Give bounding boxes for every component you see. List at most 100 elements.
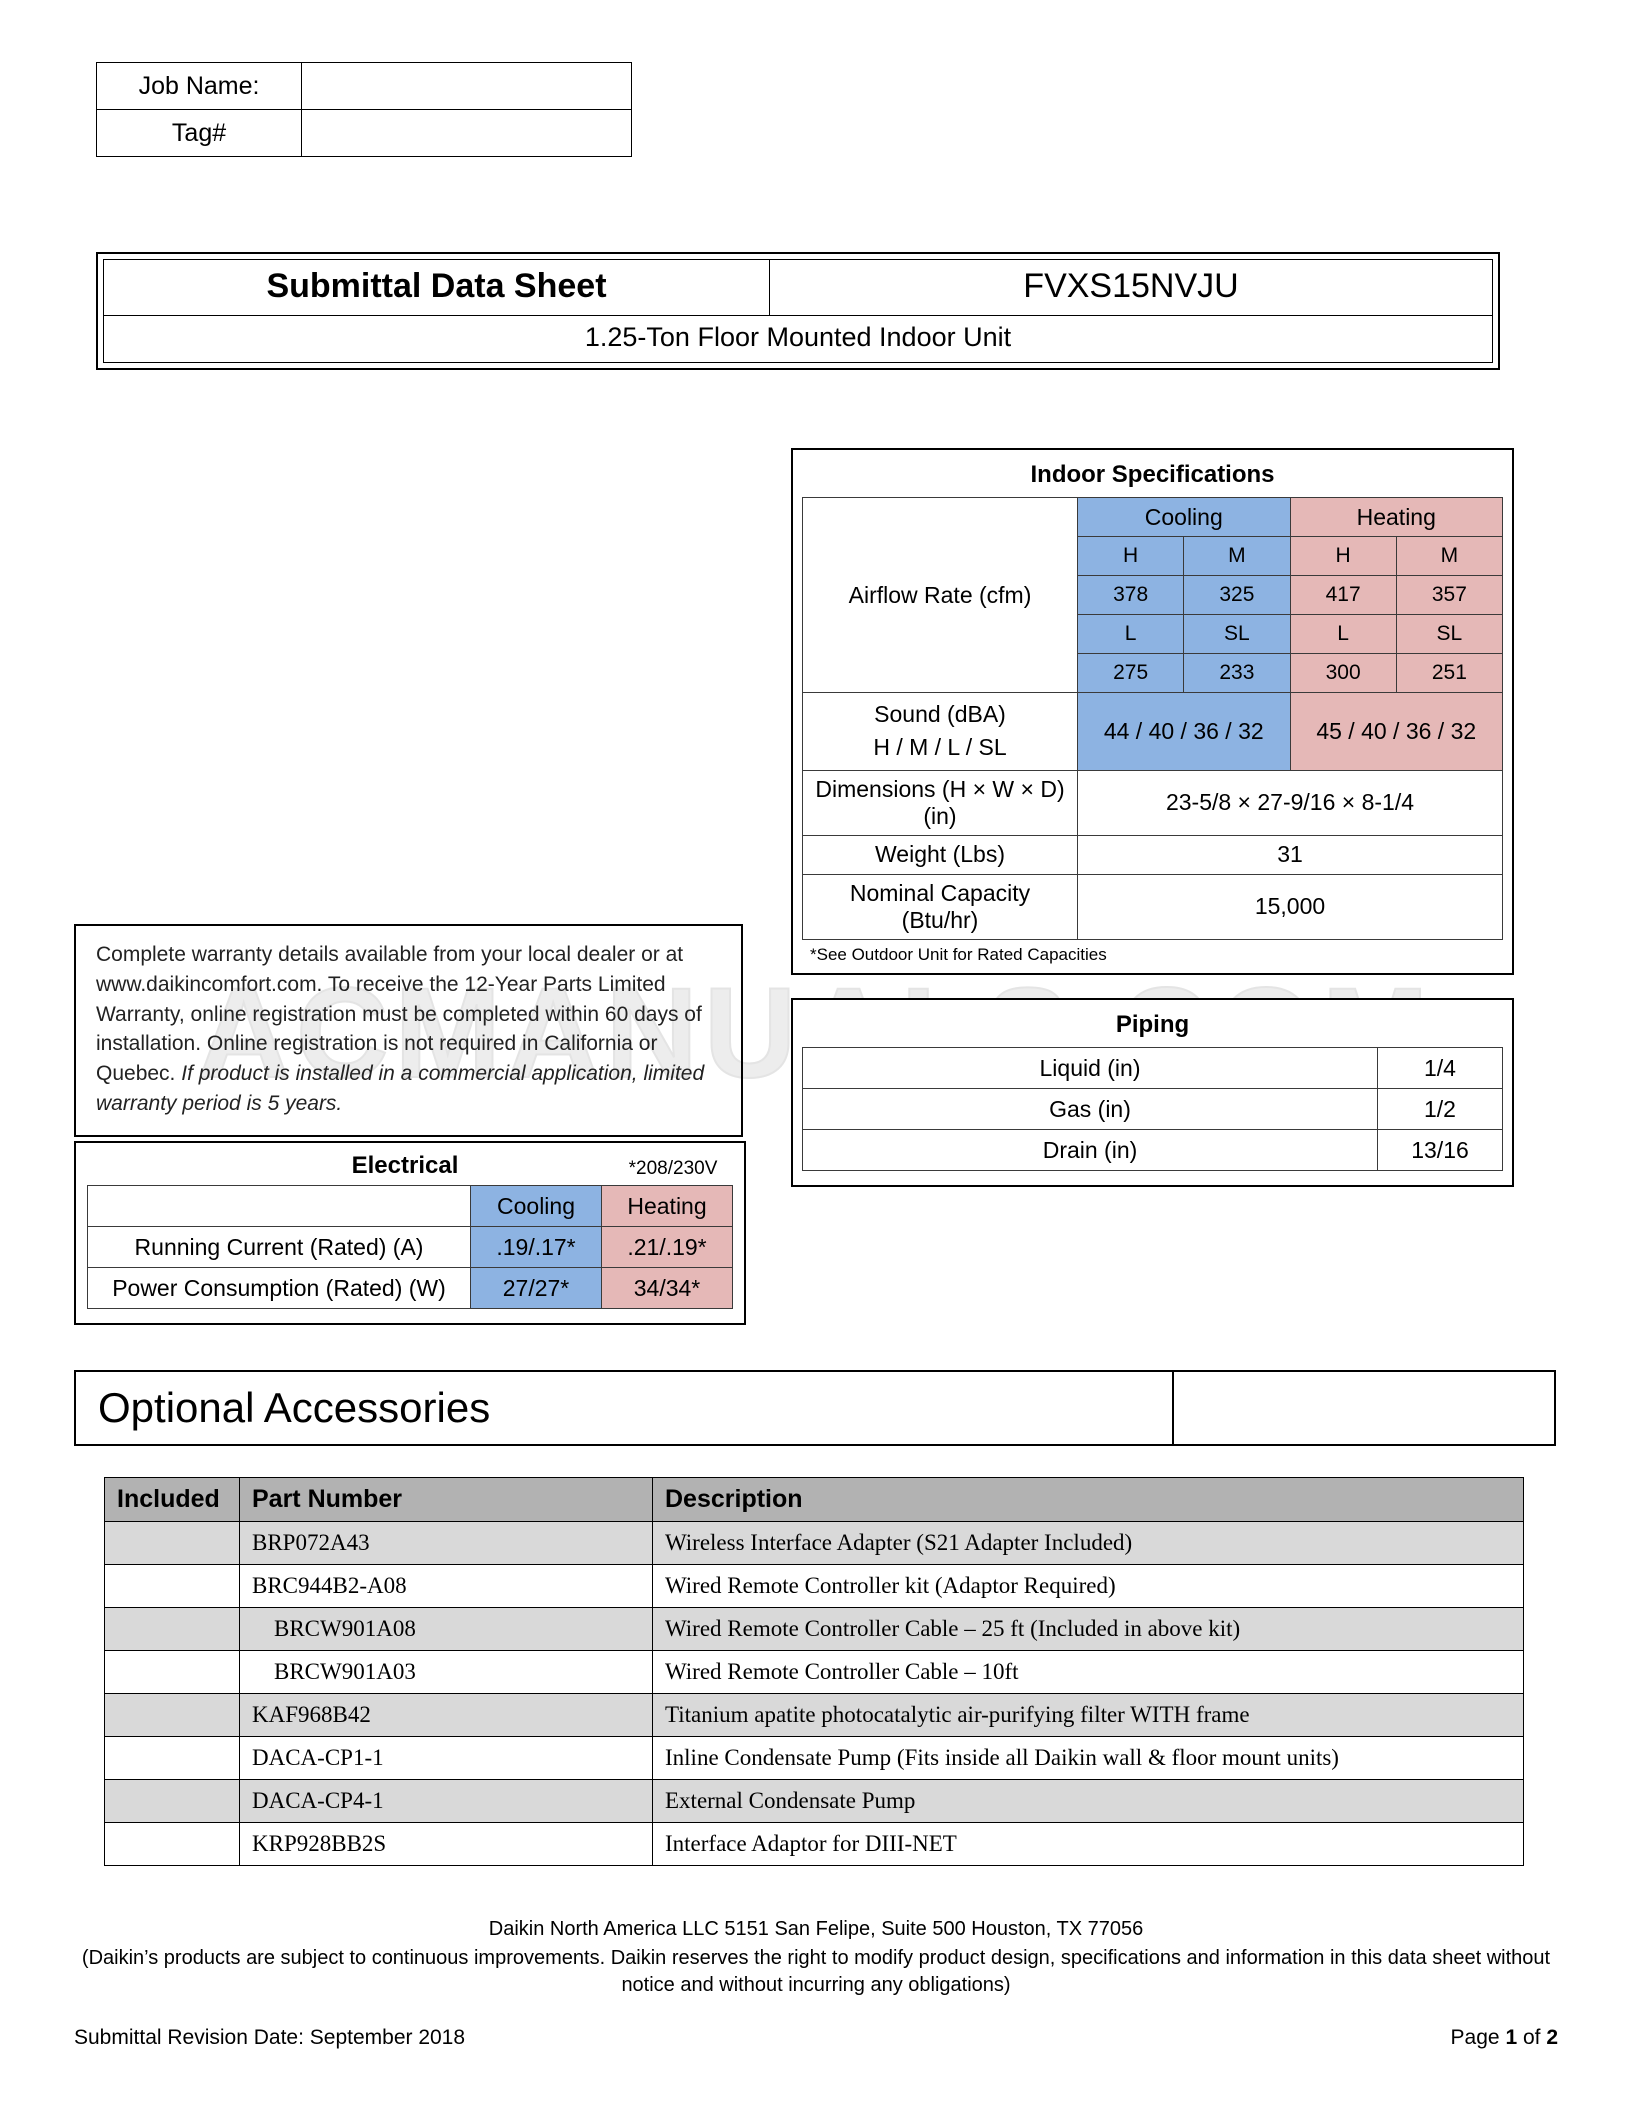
table-row: DACA-CP1-1 Inline Condensate Pump (Fits … [104,1736,1524,1780]
page-middle: of [1517,2026,1547,2049]
airflow-cooling-sl: 233 [1183,653,1291,693]
piping-gas-value: 1/2 [1377,1088,1503,1130]
optional-accessories-title: Optional Accessories [76,1372,1174,1444]
speed-cooling-sl: SL [1183,614,1291,654]
speed-cooling-h: H [1076,536,1185,576]
speed-cooling-m: M [1183,536,1291,576]
accessories-header-row: Included Part Number Description [104,1477,1524,1522]
indoor-specifications-title: Indoor Specifications [1030,461,1275,488]
sound-row: Sound (dBA) H / M / L / SL 44 / 40 / 36 … [802,692,1503,771]
included-checkbox-cell[interactable] [104,1650,240,1694]
electrical-header: Electrical *208/230V [76,1143,744,1185]
piping-liquid-value: 1/4 [1377,1047,1503,1089]
running-current-heating: .21/.19* [601,1226,733,1268]
included-checkbox-cell[interactable] [104,1822,240,1866]
table-row: BRP072A43 Wireless Interface Adapter (S2… [104,1521,1524,1565]
cooling-header: Cooling [1077,497,1291,537]
description-cell: External Condensate Pump [652,1779,1524,1823]
page-title: Submittal Data Sheet [104,260,770,315]
table-row: Gas (in) 1/2 [802,1088,1503,1130]
mode-header-row: Airflow Rate (cfm) Cooling Heating [802,497,1503,693]
description-cell: Wired Remote Controller Cable – 10ft [652,1650,1524,1694]
speed-heating-l: L [1289,614,1397,654]
heating-header: Heating [1289,497,1503,537]
table-row: KRP928BB2S Interface Adaptor for DIII-NE… [104,1822,1524,1866]
dimensions-label: Dimensions (H × W × D) (in) [802,769,1078,836]
sound-cooling-value: 44 / 40 / 36 / 32 [1077,692,1291,771]
warranty-text: Complete warranty details available from… [96,940,721,1119]
part-number-cell: BRCW901A03 [239,1650,653,1694]
warranty-text-italic: If product is installed in a commercial … [96,1062,705,1116]
description-cell: Wired Remote Controller kit (Adaptor Req… [652,1564,1524,1608]
footer-address: Daikin North America LLC 5151 San Felipe… [488,1918,1144,1940]
sound-label: Sound (dBA) H / M / L / SL [802,692,1078,771]
model-number: FVXS15NVJU [1023,267,1239,305]
capacity-row: Nominal Capacity (Btu/hr) 15,000 [802,873,1503,940]
weight-value: 31 [1077,834,1503,875]
job-name-row: Job Name: [95,62,632,110]
page-prefix: Page [1450,2026,1506,2049]
included-checkbox-cell[interactable] [104,1521,240,1565]
table-row: Power Consumption (Rated) (W) 27/27* 34/… [87,1267,733,1309]
column-header-included: Included [104,1477,240,1522]
description-cell: Interface Adaptor for DIII-NET [652,1822,1524,1866]
airflow-heating-sl: 251 [1395,653,1504,693]
tag-input[interactable] [301,109,632,157]
optional-accessories-table: Included Part Number Description BRP072A… [104,1477,1524,1866]
dimensions-value: 23-5/8 × 27-9/16 × 8-1/4 [1077,769,1503,836]
running-current-label: Running Current (Rated) (A) [87,1226,471,1268]
airflow-cooling-h: 378 [1076,575,1185,615]
included-checkbox-cell[interactable] [104,1693,240,1737]
column-header-part-number: Part Number [239,1477,653,1522]
part-number-cell: BRCW901A08 [239,1607,653,1651]
airflow-rate-label: Airflow Rate (cfm) [802,497,1078,693]
capacity-label: Nominal Capacity (Btu/hr) [802,873,1078,940]
electrical-voltage-note: *208/230V [628,1158,718,1179]
part-number-cell: KRP928BB2S [239,1822,653,1866]
footer-disclaimer: (Daikin’s products are subject to contin… [81,1947,1551,1996]
piping-drain-value: 13/16 [1377,1129,1503,1171]
piping-table: Liquid (in) 1/4 Gas (in) 1/2 Drain (in) … [802,1047,1503,1171]
electrical-box: Electrical *208/230V Cooling Heating Run… [74,1141,746,1325]
title-row: Submittal Data Sheet FVXS15NVJU [103,259,1493,315]
piping-title: Piping [1115,1011,1190,1038]
electrical-cooling-header: Cooling [470,1185,602,1227]
sound-label-line-1: Sound (dBA) [874,701,1006,727]
electrical-title: Electrical [351,1152,459,1179]
piping-gas-label: Gas (in) [802,1088,1378,1130]
indoor-specifications-box: Indoor Specifications Airflow Rate (cfm)… [791,448,1514,975]
power-consumption-cooling: 27/27* [470,1267,602,1309]
airflow-heating-l: 300 [1289,653,1397,693]
page-total: 2 [1546,2026,1558,2049]
included-checkbox-cell[interactable] [104,1779,240,1823]
airflow-heating-m: 357 [1395,575,1504,615]
part-number-cell: DACA-CP1-1 [239,1736,653,1780]
indoor-specifications-table: Airflow Rate (cfm) Cooling Heating H M H… [802,497,1504,940]
job-name-label: Job Name: [95,62,303,110]
included-checkbox-cell[interactable] [104,1607,240,1651]
table-row: BRCW901A03 Wired Remote Controller Cable… [104,1650,1524,1694]
electrical-table: Cooling Heating Running Current (Rated) … [87,1185,733,1309]
table-row: Running Current (Rated) (A) .19/.17* .21… [87,1226,733,1268]
airflow-values-row-1: 378 325 417 357 [803,575,1504,615]
included-checkbox-cell[interactable] [104,1564,240,1608]
table-row: Liquid (in) 1/4 [802,1047,1503,1089]
part-number-cell: DACA-CP4-1 [239,1779,653,1823]
piping-drain-label: Drain (in) [802,1129,1378,1171]
airflow-cooling-m: 325 [1183,575,1291,615]
optional-accessories-banner-input[interactable] [1174,1372,1554,1444]
part-number-cell: BRC944B2-A08 [239,1564,653,1608]
indoor-specs-footnote: *See Outdoor Unit for Rated Capacities [810,944,1107,964]
included-checkbox-cell[interactable] [104,1736,240,1780]
job-name-input[interactable] [301,62,632,110]
product-subtitle: 1.25-Ton Floor Mounted Indoor Unit [103,315,1493,363]
airflow-cooling-l: 275 [1076,653,1185,693]
electrical-heating-header: Heating [601,1185,733,1227]
table-row: BRC944B2-A08 Wired Remote Controller kit… [104,1564,1524,1608]
table-row: KAF968B42 Titanium apatite photocatalyti… [104,1693,1524,1737]
description-cell: Inline Condensate Pump (Fits inside all … [652,1736,1524,1780]
power-consumption-heating: 34/34* [601,1267,733,1309]
tag-label: Tag# [95,109,303,157]
weight-label: Weight (Lbs) [802,834,1078,875]
